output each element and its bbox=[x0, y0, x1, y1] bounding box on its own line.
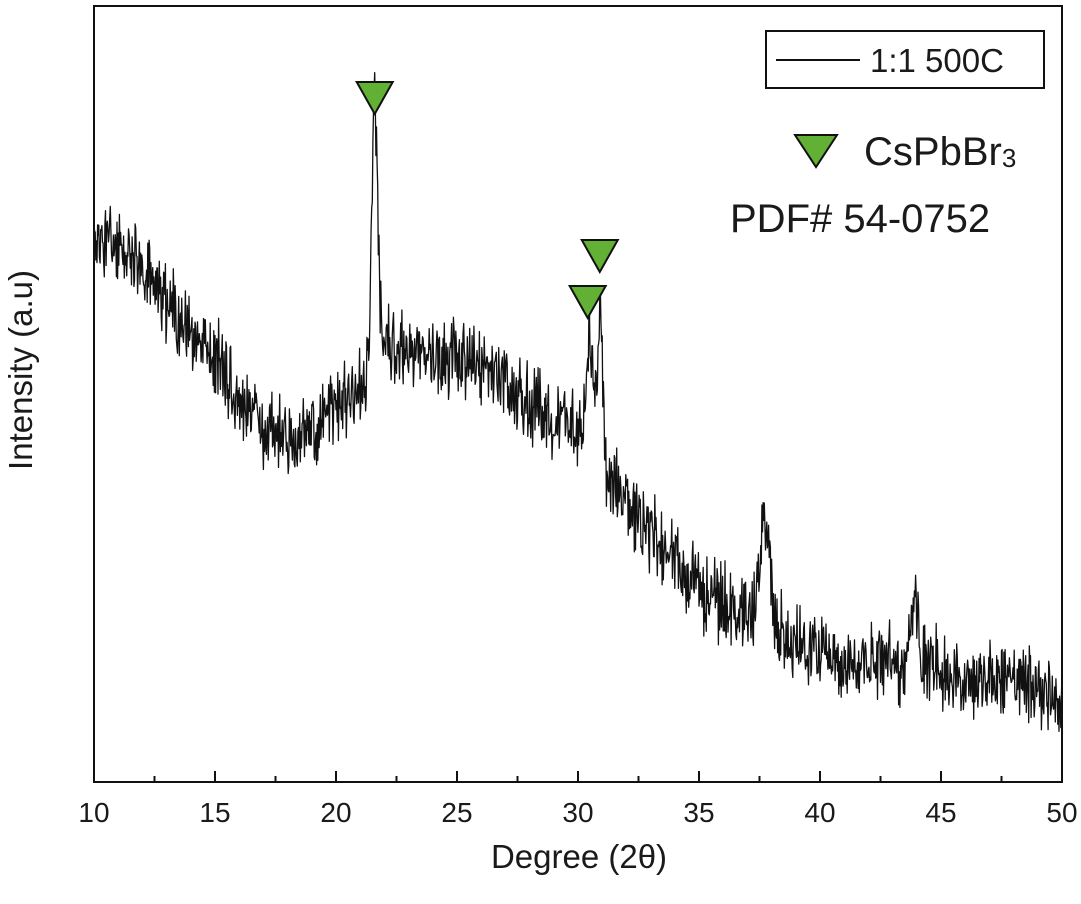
phase-label-subscript: 3 bbox=[1002, 143, 1016, 173]
peak-marker-triangle-icon bbox=[580, 239, 620, 275]
plot-area: 10 15 20 25 30 35 40 45 50 bbox=[78, 5, 1078, 828]
phase-label: CsPbBr3 bbox=[864, 130, 1016, 174]
peak-markers bbox=[355, 81, 620, 321]
x-tick-label: 15 bbox=[199, 797, 230, 828]
x-tick-label: 10 bbox=[78, 797, 109, 828]
legend-label-1-1-500c: 1:1 500C bbox=[870, 42, 1004, 79]
x-tick-label: 40 bbox=[804, 797, 835, 828]
x-tick-label: 20 bbox=[320, 797, 351, 828]
phase-annotation: CsPbBr3 PDF# 54-0752 bbox=[730, 130, 1016, 241]
peak-marker-triangle-icon bbox=[567, 285, 608, 321]
data-layer bbox=[93, 72, 1063, 733]
x-tick-label: 35 bbox=[683, 797, 714, 828]
peak-marker-triangle-icon bbox=[355, 81, 395, 117]
x-axis-ticks: 10 15 20 25 30 35 40 45 50 bbox=[78, 771, 1078, 828]
legend: 1:1 500C bbox=[765, 30, 1045, 89]
x-tick-label: 50 bbox=[1046, 797, 1077, 828]
x-tick-label: 25 bbox=[441, 797, 472, 828]
x-tick-label: 45 bbox=[925, 797, 956, 828]
phase-marker-icon bbox=[793, 134, 839, 169]
phase-label-main: CsPbBr bbox=[864, 130, 1002, 174]
series-line-1-1-500c bbox=[93, 72, 1063, 733]
x-tick-label: 30 bbox=[562, 797, 593, 828]
x-axis-title: Degree (2θ) bbox=[491, 838, 667, 875]
y-axis-title: Intensity (a.u) bbox=[2, 270, 39, 470]
pdf-card-label: PDF# 54-0752 bbox=[730, 197, 990, 241]
